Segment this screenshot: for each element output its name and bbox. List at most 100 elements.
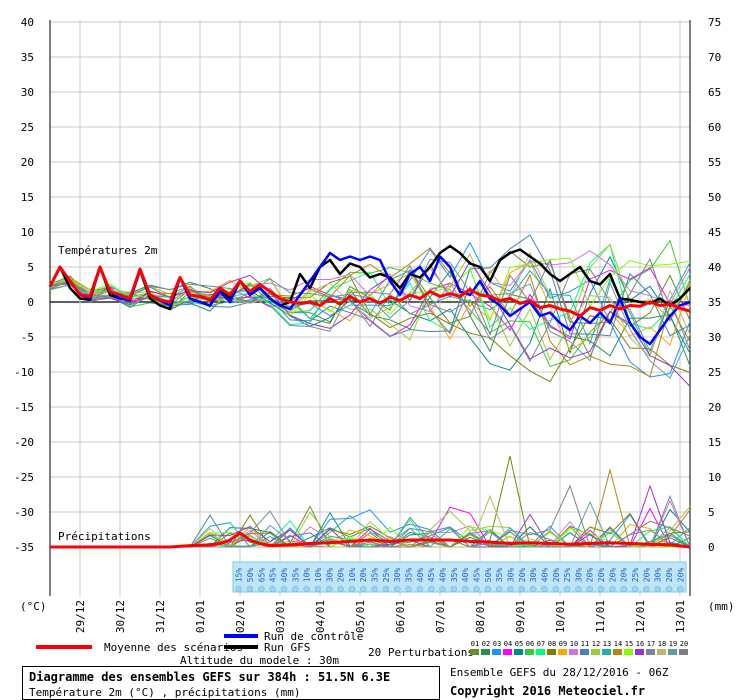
date-tick-label: 08/01 bbox=[474, 600, 487, 633]
date-tick-label: 07/01 bbox=[434, 600, 447, 633]
temp-tick-label: 40 bbox=[21, 16, 34, 29]
prob-dot bbox=[507, 585, 514, 593]
temp-tick-label: 0 bbox=[27, 296, 34, 309]
ensemble-id-label: 05 bbox=[515, 640, 523, 648]
prob-dot bbox=[677, 585, 684, 593]
prob-value: 35% bbox=[291, 568, 300, 583]
ensemble-id-label: 09 bbox=[559, 640, 567, 648]
prob-value: 50% bbox=[484, 568, 493, 583]
chart-title: Diagramme des ensembles GEFS sur 384h : … bbox=[29, 670, 391, 684]
ensemble-color-swatch bbox=[547, 649, 556, 655]
prob-dot bbox=[246, 585, 254, 593]
precip-axis-unit: (mm) bbox=[708, 600, 735, 613]
prob-value: 40% bbox=[540, 568, 549, 583]
prob-value: 30% bbox=[325, 568, 334, 583]
precip-tick-label: 0 bbox=[708, 541, 715, 554]
date-tick-label: 11/01 bbox=[594, 600, 607, 633]
prob-dot bbox=[643, 585, 650, 593]
date-tick-label: 30/12 bbox=[114, 600, 127, 633]
prob-dot bbox=[382, 585, 390, 593]
prob-dot bbox=[359, 585, 367, 593]
ensemble-color-swatch bbox=[514, 649, 523, 655]
ensemble-id-label: 19 bbox=[669, 640, 677, 648]
prob-value: 45% bbox=[427, 568, 436, 583]
precip-tick-label: 55 bbox=[708, 156, 721, 169]
prob-dot bbox=[416, 585, 424, 593]
prob-value: 10% bbox=[314, 568, 323, 583]
precip-tick-label: 10 bbox=[708, 471, 721, 484]
ensemble-id-label: 15 bbox=[625, 640, 633, 648]
prob-dot bbox=[461, 585, 469, 593]
chart-subtitle: Température 2m (°C) , précipitations (mm… bbox=[29, 686, 301, 699]
date-tick-label: 13/01 bbox=[674, 600, 687, 633]
perturbation-temp-line bbox=[49, 251, 691, 358]
prob-value: 20% bbox=[597, 568, 606, 583]
precip-tick-label: 50 bbox=[708, 191, 721, 204]
prob-dot bbox=[371, 585, 378, 593]
prob-dot bbox=[631, 585, 639, 593]
date-tick-label: 06/01 bbox=[394, 600, 407, 633]
ensemble-color-swatch bbox=[613, 649, 622, 655]
perturbation-temp-line bbox=[49, 262, 691, 357]
temp-tick-label: 25 bbox=[21, 121, 34, 134]
ensemble-id-label: 14 bbox=[614, 640, 622, 648]
prob-value: 15% bbox=[235, 568, 244, 583]
prob-dot bbox=[337, 585, 344, 593]
ensemble-color-swatch bbox=[525, 649, 534, 655]
ensemble-id-label: 08 bbox=[548, 640, 556, 648]
prob-dot bbox=[609, 585, 616, 593]
prob-value: 20% bbox=[665, 568, 674, 583]
prob-value: 35% bbox=[450, 568, 459, 583]
prob-dot bbox=[280, 585, 288, 593]
date-tick-label: 02/01 bbox=[234, 600, 247, 633]
prob-dot bbox=[665, 585, 673, 593]
gfs-temp-line bbox=[48, 244, 691, 311]
temp-tick-label: -10 bbox=[14, 366, 34, 379]
ensemble-color-swatch bbox=[591, 649, 600, 655]
temp-tick-label: 20 bbox=[21, 156, 34, 169]
ensemble-id-label: 04 bbox=[504, 640, 512, 648]
date-tick-label: 03/01 bbox=[274, 600, 287, 633]
prob-value: 30% bbox=[574, 568, 583, 583]
prob-dot bbox=[563, 585, 571, 593]
prob-dot bbox=[393, 585, 401, 593]
prob-dot bbox=[348, 585, 356, 593]
prob-value: 20% bbox=[359, 568, 368, 583]
precip-tick-label: 45 bbox=[708, 226, 721, 239]
prob-value: 20% bbox=[620, 568, 629, 583]
prob-dot bbox=[439, 585, 446, 593]
prob-value: 45% bbox=[472, 568, 481, 583]
ensemble-color-swatch bbox=[679, 649, 688, 655]
prob-value: 40% bbox=[461, 568, 470, 583]
date-tick-label: 04/01 bbox=[314, 600, 327, 633]
perturbation-temp-line bbox=[49, 257, 691, 337]
ensemble-color-swatch bbox=[646, 649, 655, 655]
ensemble-id-label: 10 bbox=[570, 640, 578, 648]
altitude-text: Altitude du modele : 30m bbox=[180, 654, 339, 667]
perturbation-temp-line bbox=[49, 260, 691, 387]
prob-dot bbox=[552, 585, 560, 593]
prob-value: 10% bbox=[303, 568, 312, 583]
prob-dot bbox=[405, 585, 412, 593]
prob-dot bbox=[326, 585, 333, 593]
copyright: Copyright 2016 Meteociel.fr bbox=[450, 684, 646, 698]
precip-tick-label: 65 bbox=[708, 86, 721, 99]
temp-tick-label: 10 bbox=[21, 226, 34, 239]
precip-tick-label: 30 bbox=[708, 331, 721, 344]
date-tick-label: 12/01 bbox=[634, 600, 647, 633]
ensemble-color-swatch bbox=[470, 649, 479, 655]
prob-value: 50% bbox=[246, 568, 255, 583]
ensemble-color-swatch bbox=[657, 649, 666, 655]
legend-label-mean: Moyenne des scénarios bbox=[104, 641, 243, 654]
ensemble-id-label: 06 bbox=[526, 640, 534, 648]
precip-tick-label: 60 bbox=[708, 121, 721, 134]
prob-value: 35% bbox=[495, 568, 504, 583]
prob-dot bbox=[292, 585, 299, 593]
prob-value: 30% bbox=[529, 568, 538, 583]
precip-tick-label: 70 bbox=[708, 51, 721, 64]
precip-tick-label: 40 bbox=[708, 261, 721, 274]
temp-tick-label: -35 bbox=[14, 541, 34, 554]
ensemble-id-label: 02 bbox=[482, 640, 490, 648]
legend-label-gfs: Run GFS bbox=[264, 641, 310, 654]
